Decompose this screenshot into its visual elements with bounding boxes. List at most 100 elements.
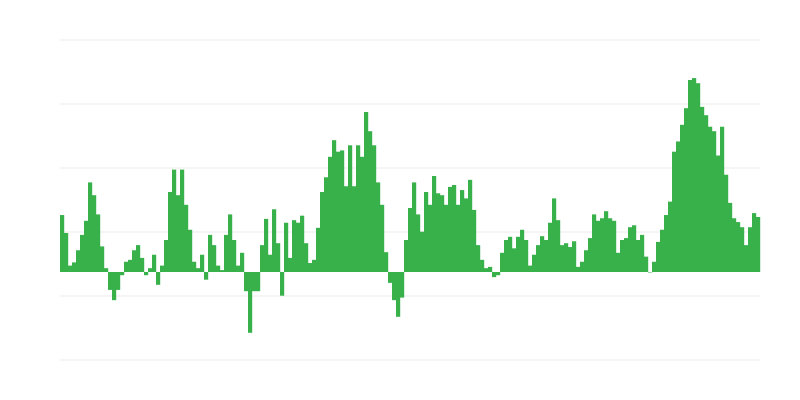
bar [128, 259, 133, 272]
bar [428, 204, 433, 272]
bar [292, 220, 297, 272]
bar [736, 222, 741, 272]
bar [464, 198, 469, 272]
bars [60, 78, 761, 333]
bar [432, 176, 437, 272]
bar [604, 211, 609, 272]
bar [96, 214, 101, 272]
bar [456, 204, 461, 272]
bar [688, 80, 693, 272]
bar [596, 220, 601, 272]
bar [744, 245, 749, 272]
bar [528, 265, 533, 272]
bar [724, 174, 729, 272]
bar [280, 272, 285, 296]
bar [668, 201, 673, 272]
bar [304, 243, 309, 272]
bar [400, 272, 405, 298]
bar [152, 254, 157, 272]
bar [384, 252, 389, 272]
bar [420, 231, 425, 272]
bar [172, 169, 177, 272]
bar [500, 252, 505, 272]
bar [580, 261, 585, 272]
bar [196, 268, 201, 272]
bar [552, 198, 557, 272]
bar [716, 155, 721, 272]
bar [264, 218, 269, 272]
bar [248, 272, 253, 333]
bar [496, 272, 501, 276]
bar [664, 215, 669, 272]
bar [60, 215, 65, 272]
bar [328, 156, 333, 272]
bar [320, 192, 325, 272]
bar [84, 220, 89, 272]
bar [752, 213, 757, 272]
bar [332, 140, 337, 272]
bar [684, 108, 689, 272]
bar [208, 234, 213, 272]
bar [572, 241, 577, 272]
bar [452, 184, 457, 272]
bar [108, 272, 113, 290]
bar [72, 262, 77, 272]
bar [576, 266, 581, 272]
bar [372, 145, 377, 272]
bar [168, 192, 173, 272]
bar [480, 259, 485, 272]
bar [288, 257, 293, 272]
bar [612, 220, 617, 272]
bar [124, 261, 129, 272]
bar [252, 272, 257, 292]
bar [236, 265, 241, 272]
bar [656, 241, 661, 272]
bar [628, 227, 633, 272]
bar [524, 240, 529, 272]
bar [324, 177, 329, 272]
bar [224, 234, 229, 272]
bar [364, 112, 369, 272]
bar [160, 265, 165, 272]
bar [204, 272, 209, 280]
bar [708, 126, 713, 272]
bar [748, 227, 753, 272]
bar [404, 240, 409, 272]
bar [348, 145, 353, 272]
bar [220, 270, 225, 272]
bar [360, 156, 365, 272]
bar [720, 126, 725, 272]
bar [444, 204, 449, 272]
bar [268, 254, 273, 272]
bar [272, 209, 277, 272]
bar [592, 214, 597, 272]
bar [156, 272, 161, 285]
bar [680, 124, 685, 272]
bar [356, 145, 361, 272]
bar [624, 238, 629, 272]
bar [732, 218, 737, 272]
bar [120, 272, 125, 276]
bar [620, 240, 625, 272]
bar [212, 245, 217, 272]
bar [448, 186, 453, 272]
bar [192, 261, 197, 272]
bar [556, 220, 561, 272]
bar [520, 229, 525, 272]
bar [140, 257, 145, 272]
bar [436, 193, 441, 272]
bar [408, 208, 413, 272]
bar [700, 106, 705, 272]
bar [296, 222, 301, 272]
bar [640, 234, 645, 272]
bar [388, 272, 393, 283]
bar [244, 272, 249, 292]
bar [80, 234, 85, 272]
bar [164, 240, 169, 272]
bar [616, 252, 621, 272]
bar [352, 186, 357, 272]
bar [632, 225, 637, 272]
bar [276, 243, 281, 272]
bar [240, 252, 245, 272]
